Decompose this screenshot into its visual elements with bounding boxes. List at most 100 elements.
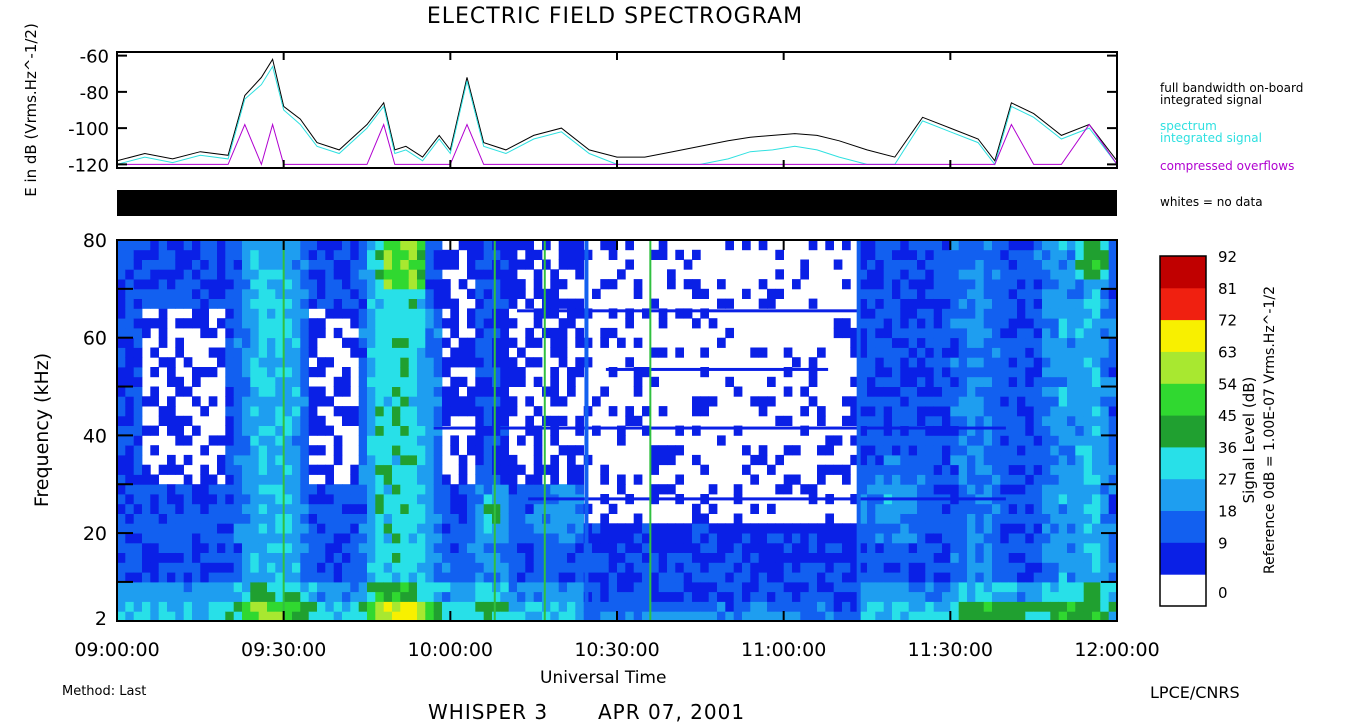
spectrogram-cell: [158, 269, 168, 280]
spectrogram-cell: [233, 337, 243, 348]
spectrogram-cell: [883, 249, 893, 260]
spectrogram-cell: [925, 552, 934, 563]
spectrogram-cell: [292, 542, 301, 553]
spectrogram-cell: [1083, 240, 1093, 251]
spectrogram-cell: [817, 601, 826, 612]
spectrogram-cell: [858, 406, 868, 417]
spectrogram-cell: [983, 259, 993, 270]
spectrogram-cell: [883, 288, 893, 299]
spectrogram-cell: [508, 474, 518, 485]
spectrogram-cell: [600, 386, 609, 397]
spectrogram-cell: [442, 601, 451, 612]
spectrogram-cell: [150, 494, 159, 505]
spectrogram-cell: [425, 327, 434, 339]
spectrogram-cell: [1008, 552, 1018, 563]
spectrogram-cell: [475, 240, 484, 251]
spectrogram-cell: [658, 611, 668, 621]
spectrogram-cell: [667, 611, 676, 621]
spectrogram-cell: [408, 347, 418, 358]
spectrogram-cell: [1108, 269, 1117, 280]
spectrogram-cell: [925, 376, 934, 387]
spectrogram-cell: [867, 396, 876, 407]
spectrogram-cell: [308, 269, 318, 280]
spectrogram-cell: [717, 298, 726, 309]
spectrogram-cell: [325, 484, 334, 495]
spectrogram-cell: [1042, 435, 1051, 446]
spectrogram-cell: [1042, 542, 1051, 553]
spectrogram-cell: [875, 415, 884, 426]
spectrogram-cell: [975, 581, 984, 593]
spectrogram-cell: [467, 406, 476, 417]
spectrogram-cell: [342, 386, 351, 397]
spectrogram-cell: [517, 611, 526, 621]
spectrogram-cell: [500, 376, 509, 387]
spectrogram-cell: [575, 464, 584, 475]
spectrogram-cell: [567, 611, 576, 621]
spectrogram-cell: [242, 415, 251, 426]
spectrogram-cell: [250, 376, 259, 387]
spectrogram-cell: [250, 415, 259, 426]
spectrogram-cell: [933, 249, 943, 260]
spectrogram-cell: [975, 298, 984, 309]
spectrogram-cell: [708, 591, 718, 602]
spectrogram-cell: [350, 406, 359, 417]
spectrogram-cell: [375, 533, 384, 544]
spectrogram-cell: [900, 454, 909, 466]
spectrogram-cell: [975, 269, 984, 280]
spectrogram-cell: [258, 591, 268, 602]
spectrogram-cell: [250, 367, 259, 378]
spectrogram-cell: [1025, 552, 1034, 563]
spectrogram-cell: [467, 269, 476, 280]
spectrogram-cell: [892, 552, 901, 563]
spectrogram-cell: [517, 279, 526, 290]
spectrogram-cell: [867, 308, 876, 319]
spectrogram-cell: [1100, 484, 1109, 495]
spectrogram-cell: [425, 249, 434, 260]
spectrogram-cell: [692, 318, 701, 329]
spectrogram-cell: [883, 406, 893, 417]
spectrogram-cell: [1050, 562, 1059, 573]
spectrogram-cell: [500, 454, 509, 466]
spectrogram-cell: [600, 337, 609, 348]
spectrogram-cell: [117, 513, 126, 524]
spectrogram-cell: [458, 572, 468, 583]
spectrogram-cell: [575, 611, 584, 621]
spectrogram-cell: [417, 318, 426, 329]
spectrogram-cell: [1050, 376, 1059, 387]
spectrogram-cell: [975, 406, 984, 417]
spectrogram-cell: [442, 415, 451, 426]
spectrogram-cell: [1008, 454, 1018, 466]
spectrogram-cell: [967, 503, 976, 514]
spectrogram-cell: [925, 542, 934, 553]
spectrogram-cell: [142, 562, 151, 573]
spectrogram-cell: [750, 454, 759, 466]
spectrogram-cell: [317, 503, 326, 514]
spectrogram-cell: [392, 406, 401, 417]
spectrogram-cell: [442, 572, 451, 583]
spectrogram-cell: [117, 240, 126, 251]
spectrogram-cell: [533, 611, 543, 621]
spectrogram-cell: [267, 523, 276, 534]
spectrogram-cell: [683, 601, 693, 612]
spectrogram-cell: [967, 552, 976, 563]
spectrogram-cell: [283, 611, 293, 621]
spectrogram-cell: [250, 562, 259, 573]
spectrogram-cell: [967, 474, 976, 485]
spectrogram-cell: [367, 288, 376, 299]
spectrogram-cell: [392, 347, 401, 358]
spectrogram-cell: [792, 591, 801, 602]
spectrogram-cell: [467, 533, 476, 544]
spectrogram-cell: [575, 562, 584, 573]
spectrogram-cell: [1042, 464, 1051, 475]
spectrogram-cell: [350, 288, 359, 299]
spectrogram-cell: [383, 542, 393, 553]
spectrogram-cell: [217, 298, 226, 309]
spectrogram-cell: [467, 523, 476, 534]
spectrogram-cell: [475, 288, 484, 299]
spectrogram-cell: [900, 337, 909, 348]
spectrogram-cell: [525, 542, 534, 553]
spec-y-tick-label: 2: [95, 608, 107, 630]
spectrogram-cell: [450, 494, 459, 505]
top-y-axis-label: E in dB (Vrms.Hz^-1/2): [22, 23, 40, 197]
spectrogram-cell: [1108, 386, 1117, 397]
